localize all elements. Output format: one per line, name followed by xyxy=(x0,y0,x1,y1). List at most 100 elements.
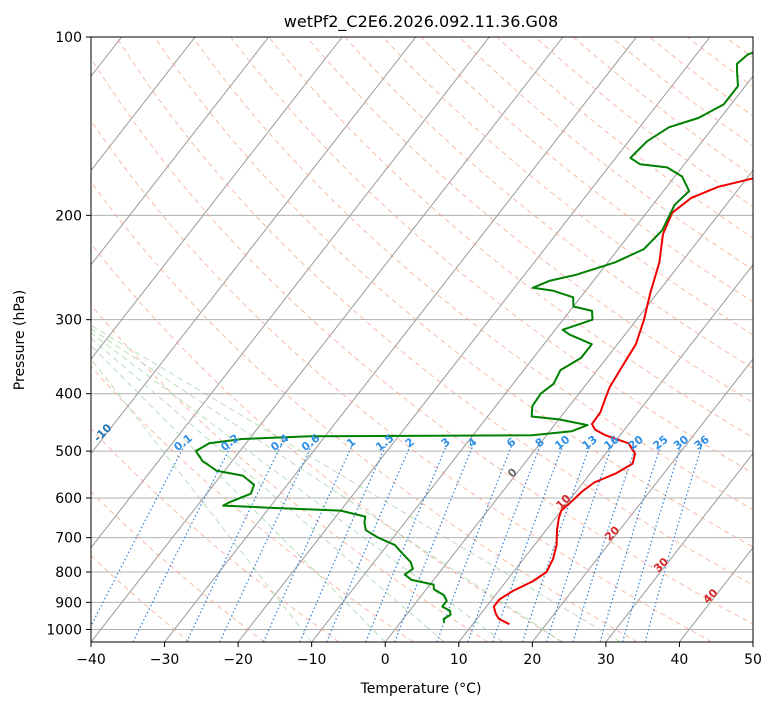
dry-adiabat-line xyxy=(344,37,753,370)
moist-adiabat-line xyxy=(91,358,313,642)
moist-adiabat-line xyxy=(91,328,563,642)
profile-line-2 xyxy=(194,51,753,624)
pressure-gridlines xyxy=(91,36,753,630)
mixing-ratio-line xyxy=(132,445,232,642)
y-tick-label: 600 xyxy=(55,491,82,507)
moist-adiabat-line xyxy=(91,332,504,642)
dry-adiabat-line xyxy=(306,37,753,404)
isotherm-label: 40 xyxy=(701,586,721,606)
x-tick-label: 20 xyxy=(523,652,541,668)
dry-adiabat-line xyxy=(91,428,340,642)
guide-labels: -100-90-80-70-60-50-40-30-20-100.10.20.4… xyxy=(9,395,721,606)
moist-adiabat-line xyxy=(91,324,621,642)
dry-adiabat-line xyxy=(91,57,753,625)
profile-line-1 xyxy=(492,177,753,626)
mixing-ratio-label: 6 xyxy=(504,435,518,450)
x-tick-label: 50 xyxy=(744,652,762,668)
mixing-ratio-line xyxy=(326,445,411,642)
mixing-ratio-line xyxy=(572,445,637,642)
mixing-ratio-line xyxy=(186,445,282,642)
moist-adiabat-line xyxy=(91,344,386,642)
y-tick-label: 1000 xyxy=(46,622,82,638)
x-tick-label: 10 xyxy=(450,652,468,668)
plot-frame xyxy=(90,36,754,643)
mixing-ratio-line xyxy=(521,445,591,642)
y-tick-label: 700 xyxy=(55,531,82,547)
mixing-ratio-line xyxy=(644,445,703,642)
mixing-ratio-line xyxy=(546,445,613,642)
mixing-ratio-label: 0.1 xyxy=(172,432,195,454)
dry-adiabats xyxy=(91,37,775,642)
x-tick-label: 30 xyxy=(597,652,615,668)
isotherm-line xyxy=(164,37,637,642)
dry-adiabat-line xyxy=(91,119,713,642)
mixing-ratio-label: 4 xyxy=(465,435,479,450)
y-tick-label: 300 xyxy=(55,313,82,329)
y-tick-label: 800 xyxy=(55,565,82,581)
y-tick-label: 400 xyxy=(55,387,82,403)
dry-adiabat-line xyxy=(153,37,753,548)
isotherm-line xyxy=(605,452,753,642)
mixing-ratio-label: 13 xyxy=(580,433,600,453)
chart-title: wetPf2_C2E6.2026.092.11.36.G08 xyxy=(284,12,558,32)
isotherm-label: 10 xyxy=(553,492,573,512)
dry-adiabat-label: -20 xyxy=(9,395,32,418)
dry-adiabat-line xyxy=(496,37,753,239)
dry-adiabat-line xyxy=(91,490,265,642)
mixing-ratio-line xyxy=(91,445,185,628)
isotherm-line xyxy=(91,37,196,172)
mixing-ratio-line xyxy=(492,445,564,642)
mixing-ratio-label: 10 xyxy=(552,433,572,453)
moist-adiabats xyxy=(91,324,621,642)
dry-adiabat-line xyxy=(91,554,191,642)
mixing-ratio-line xyxy=(365,445,447,642)
isotherm-line xyxy=(237,37,711,642)
isotherm-line xyxy=(91,37,490,549)
mixing-ratio-line xyxy=(622,445,682,642)
x-tick-label: 40 xyxy=(671,652,689,668)
dry-adiabat-line xyxy=(420,37,753,303)
dry-adiabat-line xyxy=(91,365,414,642)
isotherm-line xyxy=(91,37,270,266)
isotherm-label: 20 xyxy=(602,523,622,543)
y-axis: 100 200 300 400 500 600 700 800 900 1000 xyxy=(46,30,91,638)
skewed-isotherms xyxy=(91,37,753,642)
isotherm-line xyxy=(531,358,753,642)
mixing-ratio-label: 0.4 xyxy=(268,431,292,453)
dry-adiabat-line xyxy=(458,37,753,271)
y-tick-label: 500 xyxy=(55,444,82,460)
y-tick-label: 100 xyxy=(55,30,82,46)
mixing-ratio-label: 36 xyxy=(692,433,712,453)
mixing-ratio-line xyxy=(467,445,541,642)
dry-adiabat-line xyxy=(687,37,753,88)
mixing-ratio-label: 3 xyxy=(439,435,453,450)
isotherm-line xyxy=(311,75,753,642)
x-tick-label: −10 xyxy=(297,652,327,668)
x-tick-label: −40 xyxy=(76,652,106,668)
isotherm-line xyxy=(91,37,343,360)
mixing-ratio-label: 0.6 xyxy=(299,431,323,453)
y-tick-label: 900 xyxy=(55,595,82,611)
mixing-ratio-line xyxy=(599,445,662,642)
dry-adiabat-line xyxy=(764,37,775,642)
x-tick-label: −20 xyxy=(223,652,253,668)
isotherm-line xyxy=(91,37,564,642)
mixing-ratio-line xyxy=(262,445,353,642)
x-axis-title: Temperature (°C) xyxy=(360,681,482,697)
dry-adiabat-line xyxy=(230,37,753,474)
x-tick-label: 0 xyxy=(381,652,390,668)
mixing-ratio-label: 30 xyxy=(671,433,691,453)
mixing-ratio-label: 20 xyxy=(626,433,646,453)
dry-adiabat-line xyxy=(192,37,753,511)
x-axis: −40 −30 −20 −10 0 10 20 30 40 50 xyxy=(76,642,762,668)
dry-adiabat-line xyxy=(91,181,638,642)
x-tick-label: −30 xyxy=(150,652,180,668)
mixing-ratio-label: 2 xyxy=(403,435,417,450)
y-tick-label: 200 xyxy=(55,208,82,224)
profile-series xyxy=(194,51,753,626)
mixing-ratio-line xyxy=(436,445,513,642)
isotherm-line xyxy=(384,169,753,642)
y-axis-title: Pressure (hPa) xyxy=(12,290,28,390)
isotherm-line xyxy=(458,264,753,642)
